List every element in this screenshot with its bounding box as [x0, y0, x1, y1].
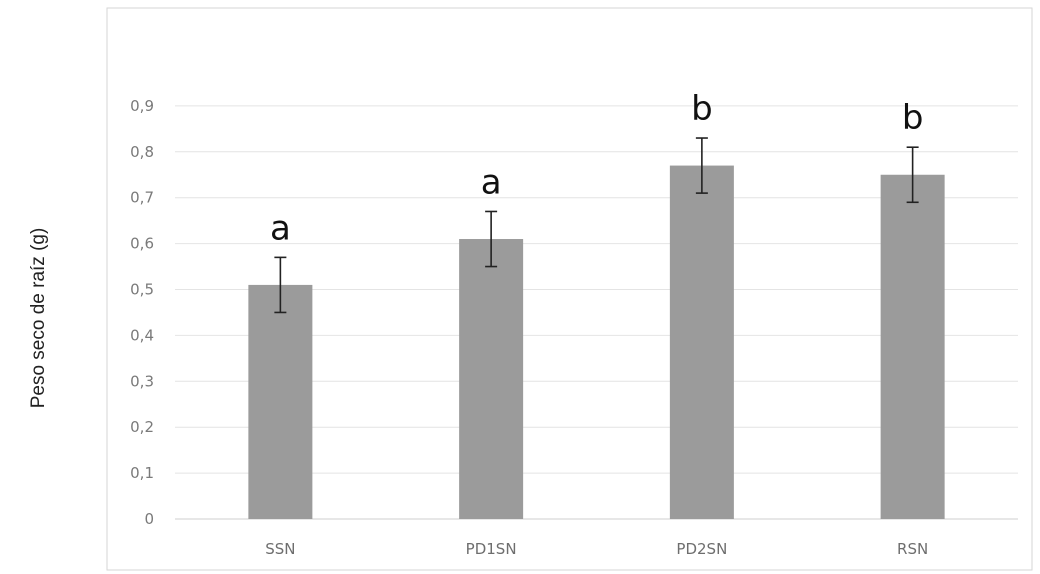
significance-letter: a: [481, 162, 502, 202]
y-tick-label: 0: [144, 510, 154, 528]
y-tick-label: 0,9: [130, 97, 154, 115]
error-bar-pd2sn: [695, 137, 708, 194]
gridlines: [175, 105, 1018, 520]
bar-ssn: [248, 284, 313, 519]
x-tick-label: PD2SN: [676, 540, 727, 558]
bar-pd2sn: [669, 165, 734, 519]
x-tick-label: RSN: [897, 540, 928, 558]
y-tick-label: 0,8: [130, 143, 154, 161]
y-tick-label: 0,2: [130, 418, 154, 436]
x-tick-label: SSN: [265, 540, 295, 558]
significance-letter: a: [270, 208, 291, 248]
y-axis-ticks: 0 0,1 0,2 0,3 0,4 0,5 0,6 0,7 0,8 0,9: [130, 97, 154, 528]
y-tick-label: 0,6: [130, 235, 154, 253]
y-tick-label: 0,4: [130, 326, 154, 344]
significance-letters: a a b b: [270, 89, 923, 248]
y-tick-label: 0,1: [130, 464, 154, 482]
significance-letter: b: [902, 98, 924, 138]
y-tick-label: 0,7: [130, 189, 154, 207]
y-tick-label: 0,5: [130, 281, 154, 299]
y-axis-title: Peso seco de raíz (g): [28, 228, 49, 409]
y-tick-label: 0,3: [130, 372, 154, 390]
bar-pd1sn: [459, 239, 524, 519]
error-bar-ssn: [274, 256, 287, 314]
bar-rsn: [880, 174, 945, 519]
error-bars: [274, 137, 919, 314]
significance-letter: b: [691, 89, 713, 129]
x-tick-label: PD1SN: [466, 540, 517, 558]
bars: [248, 165, 945, 519]
error-bar-rsn: [906, 146, 919, 204]
error-bar-pd1sn: [485, 210, 498, 268]
x-axis-labels: SSN PD1SN PD2SN RSN: [265, 540, 928, 558]
